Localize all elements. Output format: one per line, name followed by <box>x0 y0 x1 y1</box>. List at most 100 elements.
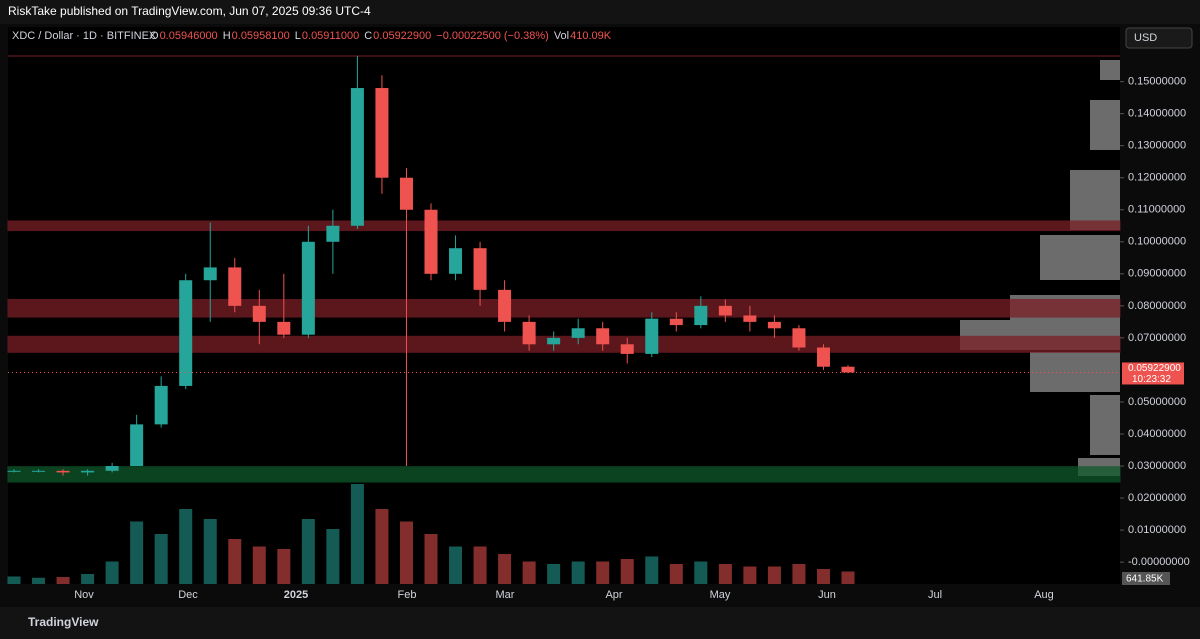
volume-bar <box>571 561 585 584</box>
volume-bar <box>767 566 781 584</box>
legend-item: C <box>364 30 372 42</box>
volume-bar <box>154 534 168 584</box>
legend-item: −0.00022500 (−0.38%) <box>436 30 549 42</box>
candle-body <box>473 248 487 290</box>
candle-body <box>203 267 217 281</box>
volume-bar <box>596 561 610 584</box>
candle-body <box>449 248 463 274</box>
candle-body <box>645 318 659 354</box>
candle-body <box>718 305 732 316</box>
y-tick-label: 0.01000000 <box>1128 524 1186 536</box>
footer-bar <box>0 607 1200 639</box>
zone <box>7 220 1121 232</box>
profile-bar <box>1090 395 1120 455</box>
countdown: 10:23:32 <box>1132 374 1171 385</box>
volume-bar <box>7 576 21 584</box>
x-tick-label: Aug <box>1034 589 1054 601</box>
candle-body <box>522 321 536 345</box>
volume-bar <box>203 519 217 584</box>
y-tick-label: -0.00000000 <box>1128 556 1190 568</box>
profile-bar <box>1100 60 1120 80</box>
candle-body <box>32 470 46 472</box>
y-tick-label: 0.07000000 <box>1128 332 1186 344</box>
profile-bar <box>1070 170 1120 230</box>
volume-bar <box>277 549 291 584</box>
y-tick-label: 0.10000000 <box>1128 236 1186 248</box>
legend-item: 410.09K <box>570 30 612 42</box>
candle-body <box>228 267 242 306</box>
y-tick-label: 0.02000000 <box>1128 492 1186 504</box>
x-tick-label: Jun <box>818 589 836 601</box>
candle-body <box>326 225 340 242</box>
candle-body <box>669 318 683 326</box>
legend-item: Vol <box>554 30 569 42</box>
zone <box>7 335 1121 353</box>
volume-bar <box>399 521 413 584</box>
zone <box>7 298 1121 318</box>
symbol: XDC / Dollar · 1D · BITFINEX <box>12 30 157 42</box>
volume-bar <box>498 554 512 584</box>
legend-item: L <box>295 30 301 42</box>
y-tick-label: 0.04000000 <box>1128 428 1186 440</box>
volume-bar <box>743 566 757 584</box>
candle-body <box>792 328 806 348</box>
volume-bar <box>350 484 364 584</box>
x-tick-label: Apr <box>605 589 622 601</box>
legend-item: 0.05958100 <box>232 30 290 42</box>
candle-body <box>424 209 438 274</box>
volume-bar <box>130 521 144 584</box>
publisher: RiskTake published on TradingView.com, J… <box>8 4 371 18</box>
x-tick-label: Mar <box>496 589 515 601</box>
candle-body <box>179 280 193 386</box>
candle-body <box>130 424 144 467</box>
profile-bar <box>1090 100 1120 150</box>
volume-bar <box>424 534 438 584</box>
volume-bar <box>301 519 315 584</box>
volume-bar <box>547 564 561 584</box>
legend-item: 0.05946000 <box>160 30 218 42</box>
candle-body <box>301 241 315 335</box>
ohlc-legend: O 0.05946000 H 0.05958100 L 0.05911000 C 0.0592… <box>150 30 612 42</box>
volume-bar <box>32 577 46 584</box>
candle-body <box>154 385 168 425</box>
volume-bar <box>816 569 830 584</box>
volume-bar <box>105 561 119 584</box>
volume-bar <box>645 556 659 584</box>
volume-bar <box>841 571 855 584</box>
zone <box>7 466 1121 483</box>
legend-item: 0.05911000 <box>302 30 359 42</box>
y-tick-label: 0.11000000 <box>1128 204 1185 216</box>
candle-body <box>767 321 781 329</box>
x-tick-label: Feb <box>398 589 417 601</box>
candle-body <box>571 328 585 338</box>
currency-button[interactable] <box>1125 27 1193 49</box>
x-tick-label: Nov <box>74 589 94 601</box>
footer-brand: TradingView <box>28 615 99 629</box>
candle-body <box>7 470 21 472</box>
volume-bar <box>449 546 463 584</box>
header-bar <box>0 0 1200 24</box>
volume-tag-text: 641.85K <box>1126 574 1164 585</box>
candle-body <box>81 470 95 473</box>
volume-bar <box>228 539 242 584</box>
y-tick-label: 0.12000000 <box>1128 172 1186 184</box>
volume-bar <box>694 561 708 584</box>
volume-bar <box>792 564 806 584</box>
profile-bar <box>1030 352 1120 392</box>
candle-body <box>547 337 561 345</box>
volume-bar <box>718 564 732 584</box>
x-tick-label: 2025 <box>284 589 308 601</box>
y-tick-label: 0.05000000 <box>1128 396 1186 408</box>
legend-item: 0.05922900 <box>373 30 431 42</box>
y-tick-label: 0.15000000 <box>1128 76 1186 88</box>
y-tick-label: 0.13000000 <box>1128 140 1186 152</box>
volume-bar <box>375 509 389 584</box>
candle-body <box>620 344 634 354</box>
candle-body <box>596 328 610 345</box>
volume-tag <box>1122 572 1170 585</box>
price-tag <box>1122 362 1184 385</box>
candle-body <box>105 466 119 471</box>
x-tick-label: Jul <box>928 589 942 601</box>
candle-body <box>841 366 855 373</box>
